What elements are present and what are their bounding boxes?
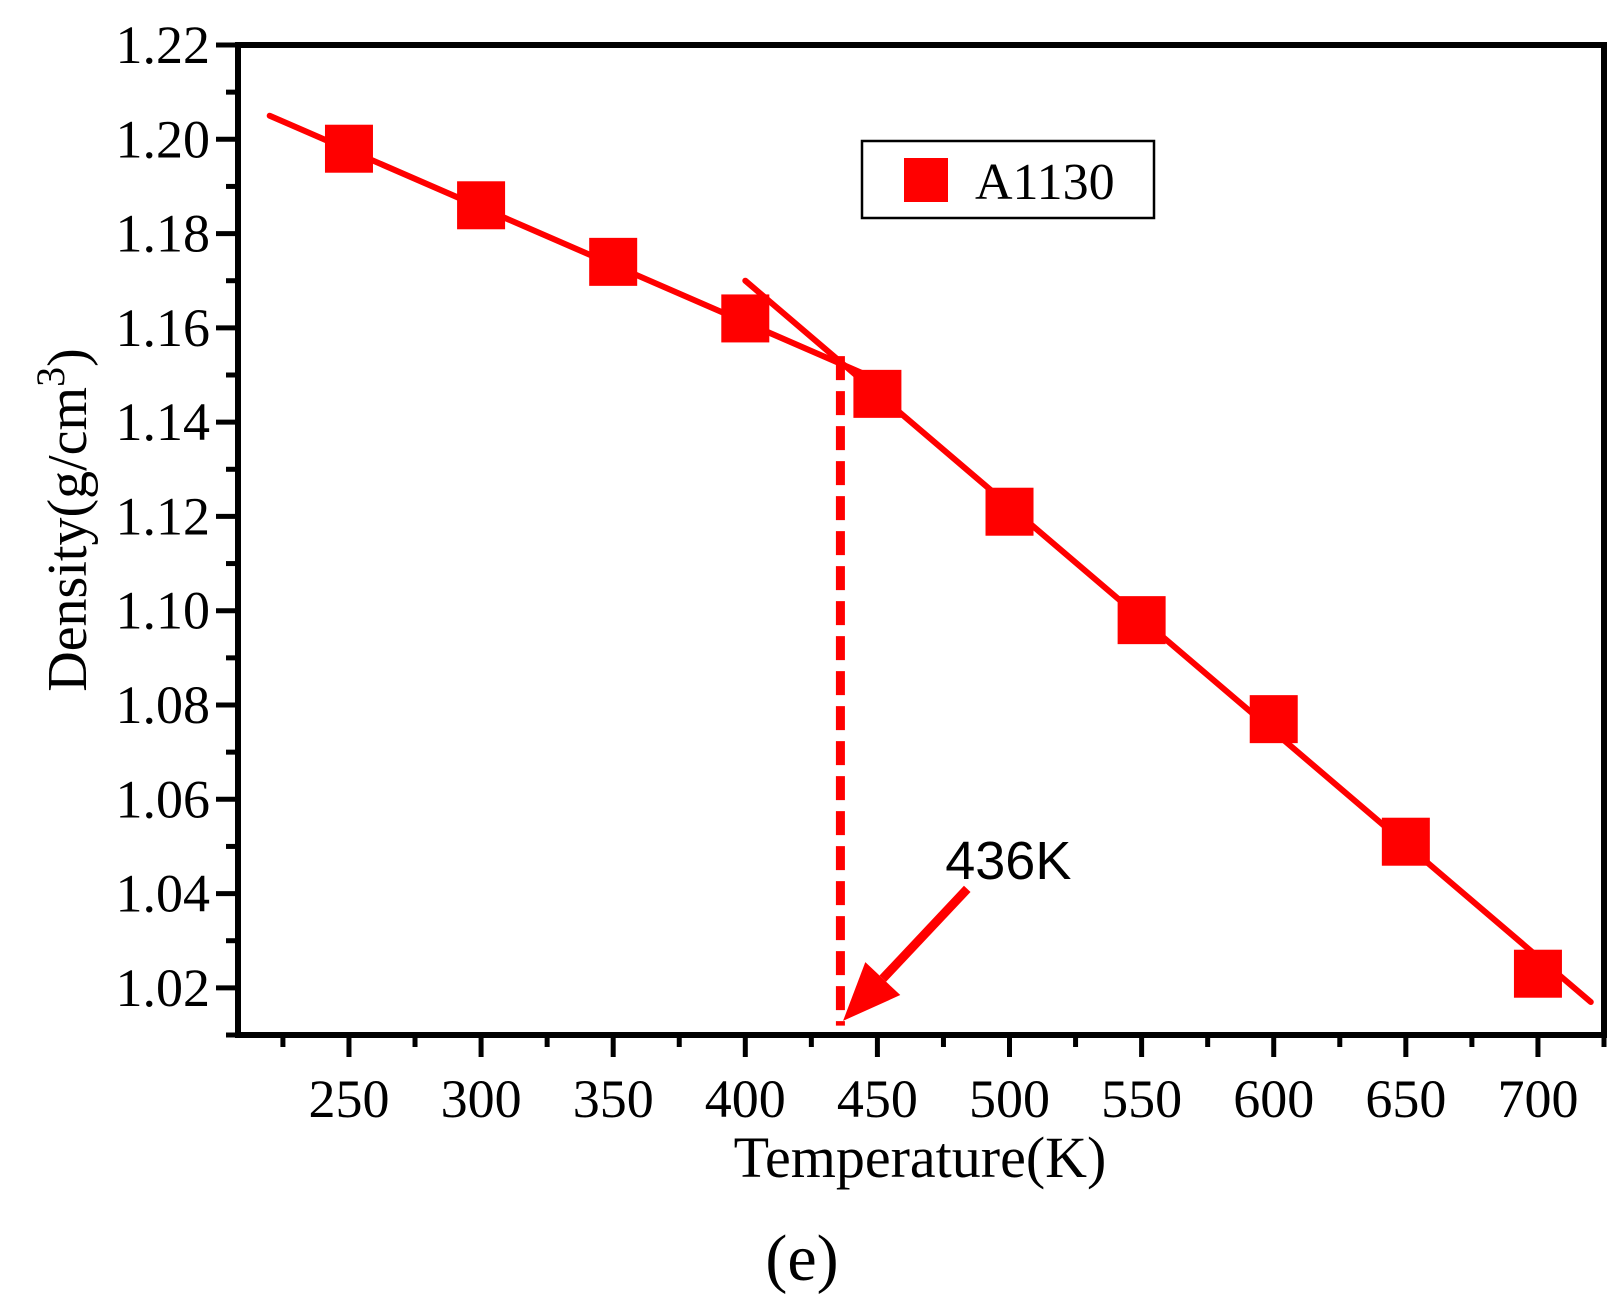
y-axis-label-superscript: 3 [28,367,73,387]
data-point-450 [853,369,902,418]
data-points [324,124,1562,998]
annotation-arrow-shaft [879,885,971,982]
y-tick-label: 1.18 [116,204,211,264]
data-point-500 [985,487,1034,536]
x-tick-label: 500 [969,1069,1050,1129]
data-point-650 [1381,817,1430,866]
data-point-700 [1513,949,1562,998]
y-tick-label: 1.08 [116,675,211,735]
data-point-250 [324,124,373,173]
y-tick-label: 1.16 [116,298,211,358]
x-tick-label: 550 [1101,1069,1182,1129]
x-tick-label: 600 [1233,1069,1314,1129]
y-axis-label-close: ) [37,348,99,367]
y-axis-label-text: Density(g/cm [37,387,99,692]
legend-label-a1130: A1130 [975,154,1115,211]
y-tick-label: 1.14 [116,392,211,452]
y-tick-label: 1.12 [116,486,211,546]
legend-marker-a1130 [904,158,948,202]
x-tick-label: 700 [1497,1069,1578,1129]
panel-label: (e) [765,1222,838,1295]
x-tick-label: 400 [705,1069,786,1129]
annotation: 436K [843,831,1071,1021]
x-tick-label: 350 [573,1069,654,1129]
x-tick-label: 450 [837,1069,918,1129]
data-point-550 [1117,596,1166,645]
axes: 1.02 1.04 1.06 1.08 1.10 1.12 1.14 1.16 1.18 1.20… [116,15,1607,1129]
y-tick-label: 1.06 [116,769,211,829]
y-axis-label: Density(g/cm3) [28,348,99,691]
y-tick-label: 1.02 [116,958,211,1018]
y-tick-label: 1.20 [116,109,211,169]
x-axis-label: Temperature(K) [734,1125,1107,1190]
x-tick-label: 250 [308,1069,389,1129]
data-point-300 [457,181,506,230]
y-tick-label: 1.10 [116,581,211,641]
data-point-400 [721,294,770,343]
x-tick-label: 300 [441,1069,522,1129]
plot-frame [235,42,1607,1038]
x-tick-label: 650 [1365,1069,1446,1129]
y-tick-label: 1.04 [116,864,211,924]
annotation-label: 436K [945,831,1071,891]
y-tick-label: 1.22 [116,15,211,75]
annotation-arrow-head [843,962,901,1021]
data-point-600 [1249,695,1298,744]
legend: A1130 [860,139,1156,220]
fit-lines [266,112,1594,1005]
data-point-350 [589,237,638,286]
